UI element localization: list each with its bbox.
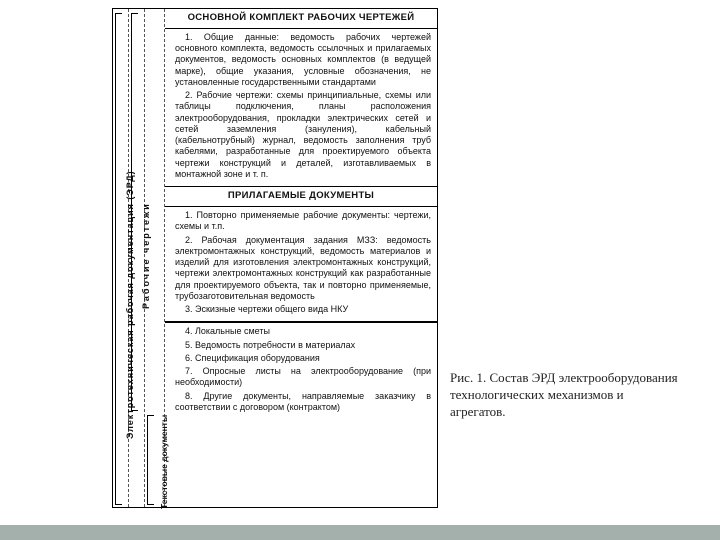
section-body-2: 4. Локальные сметы 5. Ведомость потребно… <box>165 322 437 419</box>
para: 7. Опросные листы на электрооборудование… <box>175 366 431 389</box>
gutter-tex: Текстовые документы <box>145 9 165 507</box>
para: 2. Рабочая документация задания МЗЗ: вед… <box>175 235 431 303</box>
para: 4. Локальные сметы <box>175 326 431 337</box>
section-header-0: ОСНОВНОЙ КОМПЛЕКТ РАБОЧИХ ЧЕРТЕЖЕЙ <box>165 9 437 29</box>
para: 2. Рабочие чертежи: схемы принципиальные… <box>175 90 431 180</box>
main-column: ОСНОВНОЙ КОМПЛЕКТ РАБОЧИХ ЧЕРТЕЖЕЙ 1. Об… <box>165 9 437 507</box>
section-header-1: ПРИЛАГАЕМЫЕ ДОКУМЕНТЫ <box>165 187 437 207</box>
section-body-0: 1. Общие данные: ведомость рабочих черте… <box>165 29 437 187</box>
para: 1. Общие данные: ведомость рабочих черте… <box>175 32 431 88</box>
footer-bar <box>0 525 720 540</box>
gutter-outer: Электротехническая рабочая документация … <box>113 9 129 507</box>
para: 3. Эскизные чертежи общего вида НКУ <box>175 304 431 315</box>
para: 1. Повторно применяемые рабочие документ… <box>175 210 431 233</box>
section-body-1: 1. Повторно применяемые рабочие документ… <box>165 207 437 322</box>
scanned-diagram: Электротехническая рабочая документация … <box>112 8 438 508</box>
page: Электротехническая рабочая документация … <box>0 0 720 540</box>
brace-tex <box>147 415 159 505</box>
gutter-mid: Рабочие чертежи <box>129 9 145 507</box>
para: 6. Спецификация оборудования <box>175 353 431 364</box>
figure-caption: Рис. 1. Состав ЭРД электрооборудования т… <box>450 370 680 421</box>
para: 5. Ведомость потребности в материалах <box>175 340 431 351</box>
para: 8. Другие документы, направляемые заказч… <box>175 391 431 414</box>
